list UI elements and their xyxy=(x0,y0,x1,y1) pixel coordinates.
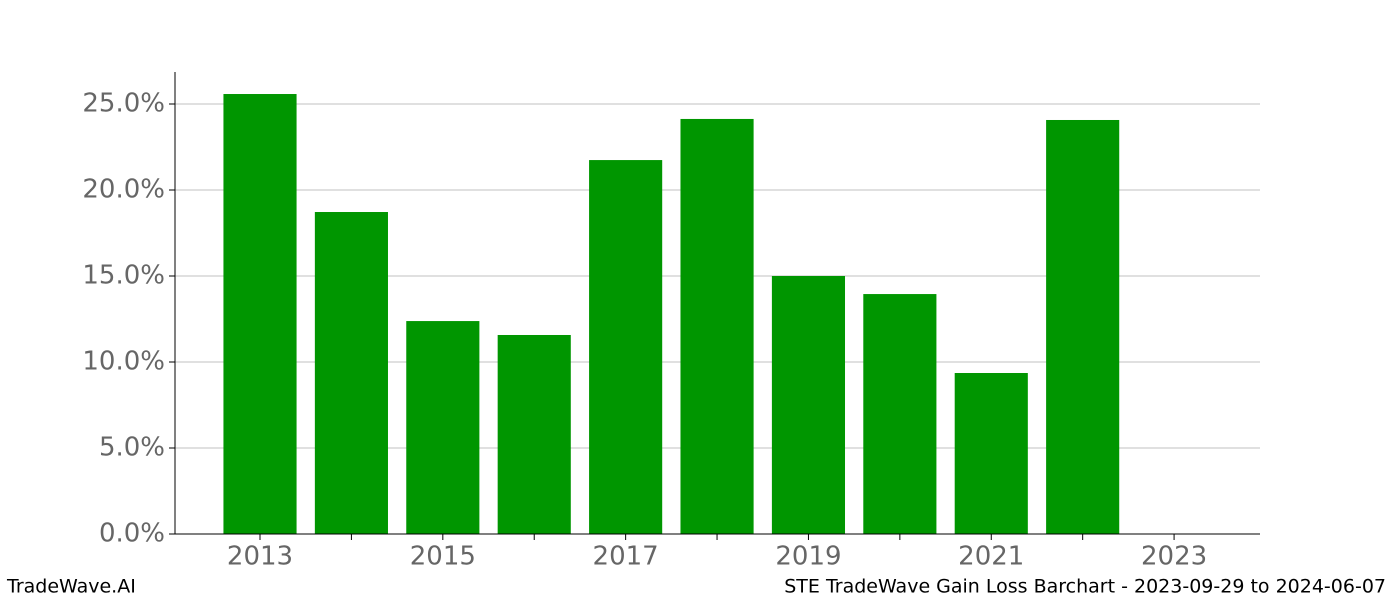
x-tick-label: 2021 xyxy=(958,542,1024,572)
y-tick-label: 0.0% xyxy=(99,519,165,549)
bar xyxy=(497,334,571,534)
bar xyxy=(1046,119,1120,534)
x-tick-label: 2023 xyxy=(1141,542,1207,572)
bar xyxy=(680,118,754,534)
x-tick-label: 2017 xyxy=(593,542,659,572)
y-tick-label: 10.0% xyxy=(82,346,165,376)
bar xyxy=(589,160,663,534)
chart-title: STE TradeWave Gain Loss Barchart - 2023-… xyxy=(784,576,1386,598)
y-tick-label: 20.0% xyxy=(82,174,165,204)
y-tick-label: 25.0% xyxy=(82,88,165,118)
x-tick-label: 2013 xyxy=(227,542,293,572)
x-tick-label: 2019 xyxy=(775,542,841,572)
bar xyxy=(223,94,297,534)
bar xyxy=(863,294,937,534)
bar xyxy=(954,373,1028,534)
y-tick-label: 15.0% xyxy=(82,260,165,290)
y-tick-label: 5.0% xyxy=(99,432,165,462)
x-tick-label: 2015 xyxy=(410,542,476,572)
bar xyxy=(314,212,388,534)
bar xyxy=(406,321,480,534)
watermark: TradeWave.AI xyxy=(6,576,136,598)
bar xyxy=(771,275,846,534)
